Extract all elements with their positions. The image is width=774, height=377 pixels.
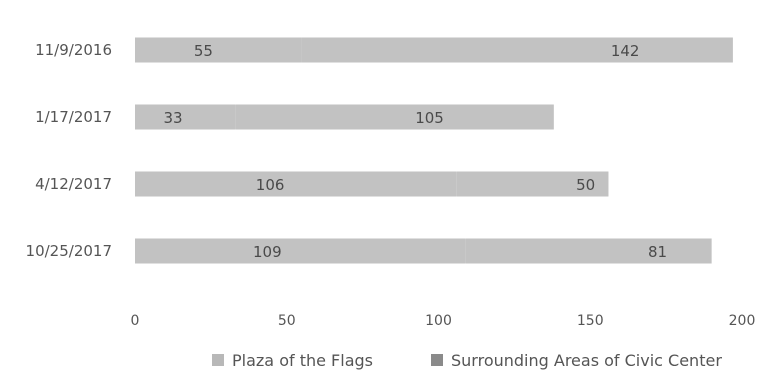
data-label-surrounding-0: 142: [611, 42, 640, 60]
bar-plaza-0: [135, 37, 302, 63]
category-label-3: 10/25/2017: [26, 242, 112, 260]
data-label-plaza-3: 109: [253, 243, 282, 261]
data-label-surrounding-3: 81: [648, 243, 667, 261]
data-label-plaza-0: 55: [194, 42, 213, 60]
legend-label-plaza-of-the-flags: Plaza of the Flags: [232, 351, 373, 370]
bar-surrounding-2: [456, 171, 609, 197]
legend-swatch-plaza-of-the-flags: [212, 354, 224, 366]
data-label-plaza-1: 33: [164, 109, 183, 127]
x-tick-label-4: 200: [729, 313, 756, 329]
bar-plaza-1: [135, 104, 236, 130]
category-labels-group: 11/9/2016 1/17/2017 4/12/2017 10/25/2017: [26, 41, 112, 260]
bar-surrounding-1: [235, 104, 554, 130]
data-label-surrounding-2: 50: [576, 176, 595, 194]
bar-plaza-3: [135, 238, 466, 264]
x-tick-label-2: 100: [425, 313, 452, 329]
data-labels-group: 55 142 33 105 106 50 109 81: [164, 42, 668, 261]
legend-label-surrounding-areas: Surrounding Areas of Civic Center: [451, 351, 722, 370]
legend-swatch-surrounding-areas: [431, 354, 443, 366]
x-tick-label-3: 150: [577, 313, 604, 329]
bar-surrounding-3: [465, 238, 712, 264]
x-tick-label-0: 0: [131, 313, 140, 329]
legend: Plaza of the Flags Surrounding Areas of …: [212, 351, 722, 370]
category-label-2: 4/12/2017: [35, 175, 112, 193]
x-tick-label-1: 50: [278, 313, 296, 329]
category-label-1: 1/17/2017: [35, 108, 112, 126]
data-label-surrounding-1: 105: [415, 109, 444, 127]
bar-plaza-2: [135, 171, 457, 197]
bars-group: [135, 37, 733, 264]
category-label-0: 11/9/2016: [35, 41, 112, 59]
bar-surrounding-0: [301, 37, 733, 63]
x-tick-labels-group: 0 50 100 150 200: [131, 313, 756, 329]
data-label-plaza-2: 106: [256, 176, 285, 194]
